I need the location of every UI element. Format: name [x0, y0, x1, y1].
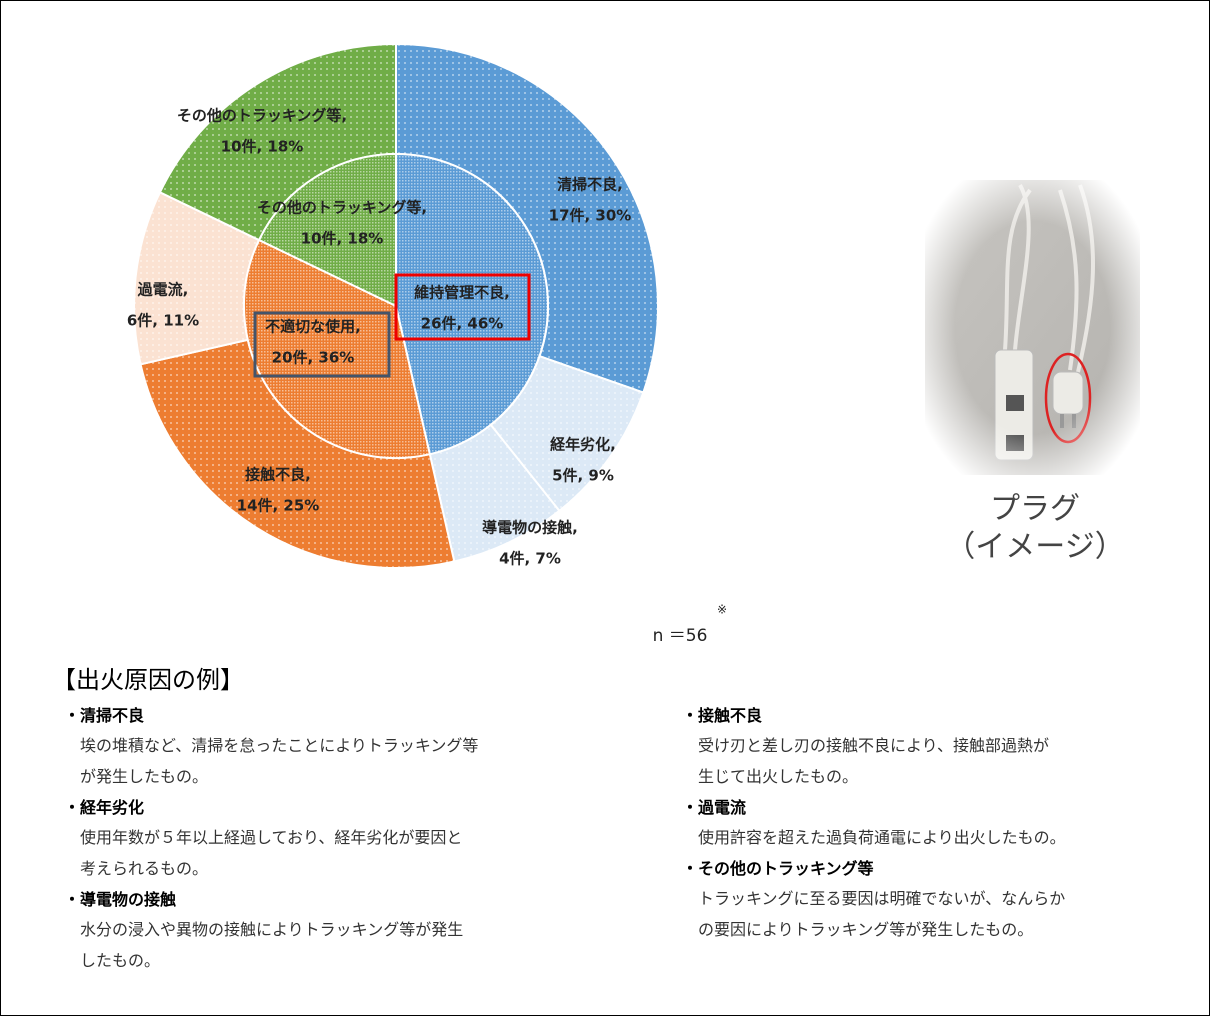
example-text: したもの。	[80, 951, 161, 970]
plug-photo: プラグ （イメージ）	[925, 180, 1140, 565]
example-text: 水分の浸入や異物の接触によりトラッキング等が発生	[80, 920, 464, 939]
sample-size: n ＝56	[653, 626, 708, 646]
segment-label: 過電流,	[137, 281, 189, 299]
example-item: ・過電流使用許容を超えた過負荷通電により出火したもの。	[682, 794, 1066, 853]
segment-label: 清掃不良,	[557, 176, 623, 194]
segment-texture	[396, 154, 549, 455]
segment-label: その他のトラッキング等,	[177, 107, 347, 125]
example-item: ・接触不良受け刃と差し刃の接触不良により、接触部過熱が 生じて出火したもの。	[682, 702, 1066, 792]
value-label: 5件, 9%	[552, 467, 614, 485]
value-label: 20件, 36%	[272, 349, 355, 367]
highlight-box	[394, 273, 531, 341]
segment-label: その他のトラッキング等,	[257, 199, 427, 217]
examples-title: 【出火原因の例】	[52, 666, 244, 694]
segment-texture	[140, 339, 455, 568]
example-item: ・その他のトラッキング等トラッキングに至る要因は明確でないが、なんらか の要因によ…	[682, 855, 1066, 945]
chart: 清掃不良, 17件, 30% 経年劣化, 5件, 9% 導電物の接触, 4件, 7% 接触不…	[127, 42, 1140, 646]
value-label: 10件, 18%	[301, 230, 384, 248]
segment-label: 維持管理不良,	[414, 284, 510, 302]
examples-left: ・清掃不良埃の堆積など、清掃を怠ったことによりトラッキング等 が発生したもの。・経…	[64, 702, 479, 978]
segment-texture	[429, 424, 560, 562]
example-heading: ・経年劣化	[64, 798, 145, 817]
value-label: 17件, 30%	[549, 207, 632, 225]
example-item: ・清掃不良埃の堆積など、清掃を怠ったことによりトラッキング等 が発生したもの。	[64, 702, 479, 792]
value-label: 14件, 25%	[237, 497, 320, 515]
segment-label: 接触不良,	[245, 466, 311, 484]
segment-texture	[243, 240, 430, 458]
example-text: 考えられるもの。	[80, 859, 209, 878]
example-text: が発生したもの。	[80, 767, 209, 786]
example-text: 埃の堆積など、清掃を怠ったことによりトラッキング等	[80, 736, 479, 755]
example-text: の要因によりトラッキング等が発生したもの。	[698, 920, 1034, 939]
example-heading: ・接触不良	[682, 706, 763, 725]
segment-texture	[259, 154, 396, 306]
note-mark: ※	[717, 603, 727, 617]
example-item: ・導電物の接触水分の浸入や異物の接触によりトラッキング等が発生 したもの。	[64, 886, 478, 976]
segment-texture	[134, 192, 260, 365]
example-text: 使用許容を超えた過負荷通電により出火したもの。	[698, 828, 1066, 847]
example-heading: ・清掃不良	[64, 706, 145, 725]
example-item: ・経年劣化使用年数が５年以上経過しており、経年劣化が要因と 考えられるもの。	[64, 794, 478, 884]
value-label: 6件, 11%	[127, 312, 199, 330]
example-text: トラッキングに至る要因は明確でないが、なんらか	[698, 889, 1066, 908]
example-text: 生じて出火したもの。	[698, 767, 859, 786]
value-label: 10件, 18%	[221, 138, 304, 156]
example-heading: ・その他のトラッキング等	[682, 859, 874, 878]
example-heading: ・過電流	[682, 798, 747, 817]
image-caption: （イメージ）	[945, 530, 1124, 565]
image-caption: プラグ	[990, 492, 1080, 527]
segment-texture	[159, 44, 396, 241]
segment-label: 不適切な使用,	[265, 318, 361, 336]
highlight-box	[253, 311, 391, 378]
examples-right: ・接触不良受け刃と差し刃の接触不良により、接触部過熱が 生じて出火したもの。・過電…	[682, 702, 1066, 947]
segment-texture	[396, 44, 658, 393]
example-text: 受け刃と差し刃の接触不良により、接触部過熱が	[698, 736, 1050, 755]
segment-label: 導電物の接触,	[482, 519, 578, 537]
value-label: 26件, 46%	[421, 315, 504, 333]
example-text: 使用年数が５年以上経過しており、経年劣化が要因と	[80, 828, 463, 847]
value-label: 4件, 7%	[499, 550, 561, 568]
segment-label: 経年劣化,	[550, 436, 616, 454]
example-heading: ・導電物の接触	[64, 890, 177, 909]
